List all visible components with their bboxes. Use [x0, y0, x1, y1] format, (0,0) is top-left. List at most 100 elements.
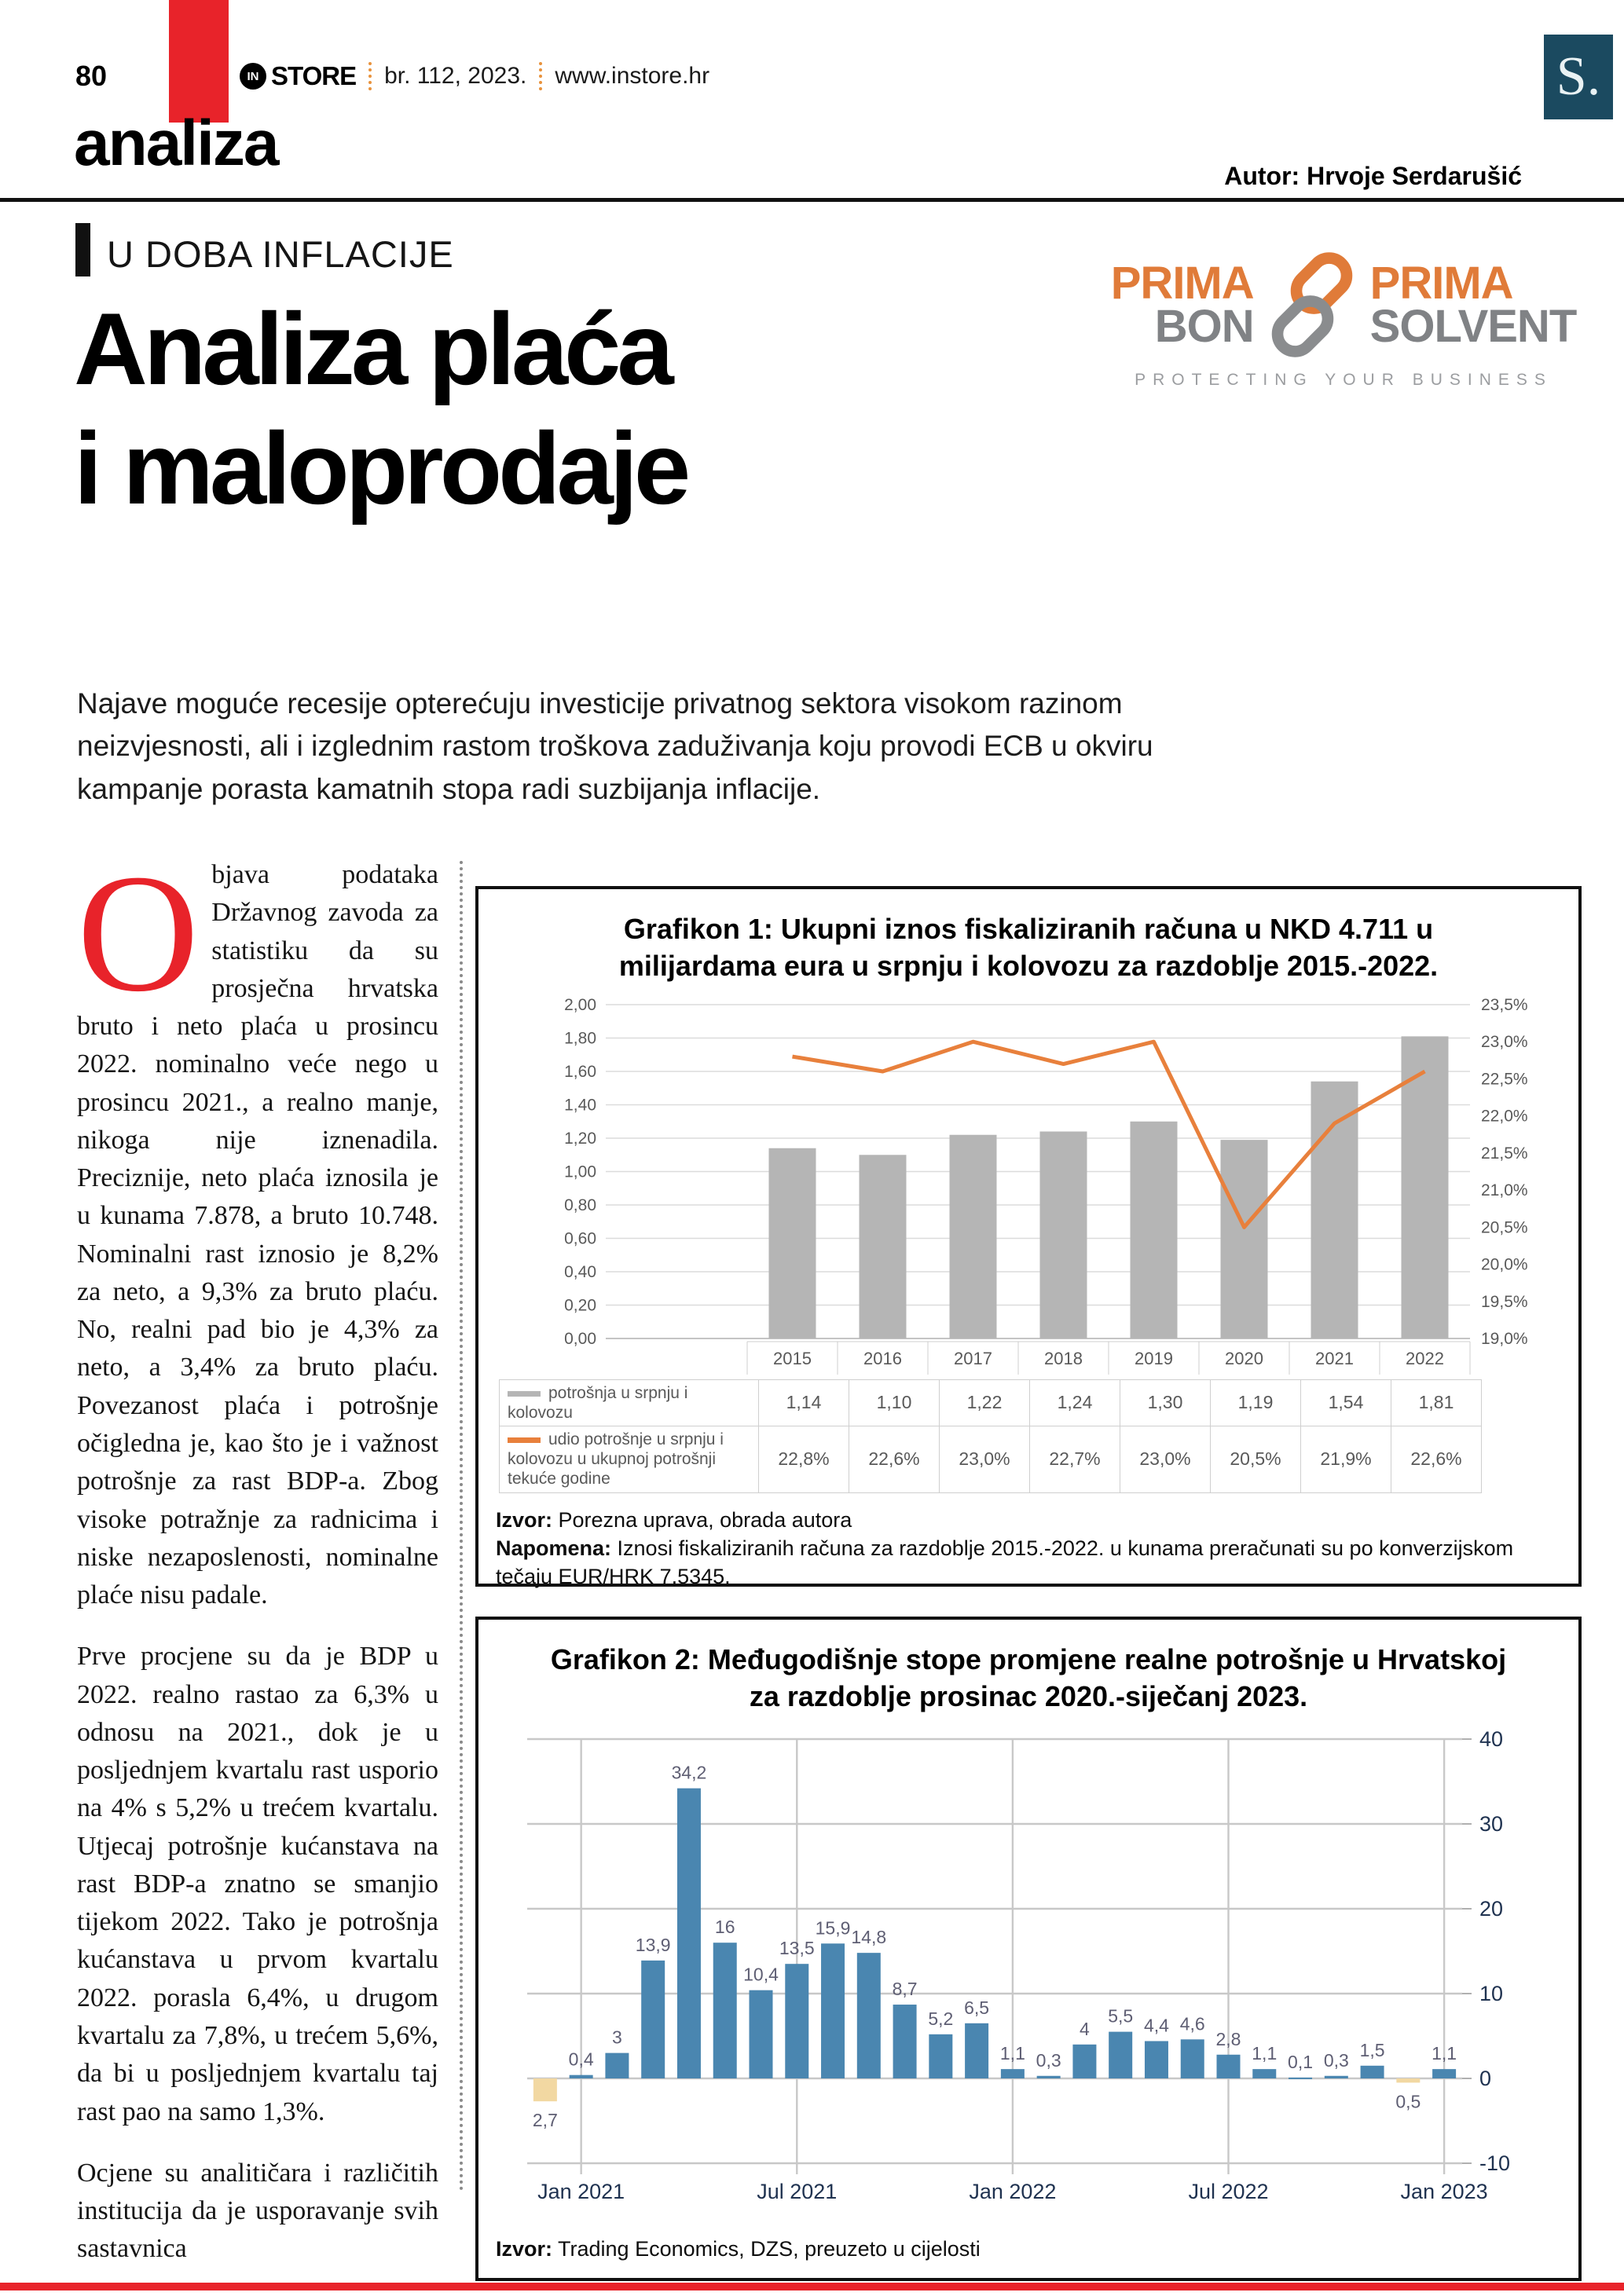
paragraph-2: Prve procjene su da je BDP u 2022. realn…: [77, 1642, 438, 2126]
svg-text:2019: 2019: [1135, 1349, 1173, 1368]
svg-text:4: 4: [1080, 2018, 1090, 2038]
chain-link-icon: [1271, 252, 1352, 357]
chart1-canvas: 2,00 1,80 1,60 1,40 1,20 1,00 0,80 0,60 0,40 0,20…: [564, 996, 1528, 1375]
svg-text:2020: 2020: [1225, 1349, 1263, 1368]
legend-value: 1,22: [939, 1379, 1030, 1426]
svg-text:0,5: 0,5: [1395, 2091, 1421, 2111]
issue-label: br. 112, 2023.: [384, 63, 527, 89]
svg-text:2015: 2015: [773, 1349, 812, 1368]
svg-text:20,5%: 20,5%: [1481, 1218, 1528, 1236]
headline-line1: Analiza plaća: [74, 291, 674, 406]
svg-text:20,0%: 20,0%: [1481, 1255, 1528, 1273]
svg-text:1,40: 1,40: [564, 1096, 596, 1114]
chart2-source-line: Izvor: Trading Economics, DZS, preuzeto …: [496, 2236, 981, 2261]
svg-text:Jul 2021: Jul 2021: [757, 2180, 837, 2203]
svg-text:13,9: 13,9: [636, 1934, 671, 1954]
page-footer-red-bar: [0, 2283, 1624, 2291]
svg-text:10: 10: [1479, 1982, 1503, 2005]
sponsor-tagline: PROTECTING YOUR BUSINESS: [1135, 371, 1553, 389]
svg-text:23,5%: 23,5%: [1481, 996, 1528, 1014]
svg-text:4,6: 4,6: [1180, 2013, 1205, 2034]
svg-text:5,2: 5,2: [928, 2008, 953, 2028]
svg-text:Jan 2022: Jan 2022: [969, 2180, 1056, 2203]
svg-text:0,4: 0,4: [569, 2049, 594, 2069]
lead-paragraph: Najave moguće recesije opterećuju invest…: [77, 687, 1153, 805]
svg-text:6,5: 6,5: [964, 1997, 989, 2017]
svg-text:Jan 2021: Jan 2021: [537, 2180, 625, 2203]
svg-text:1,80: 1,80: [564, 1029, 596, 1047]
legend-value: 21,9%: [1300, 1425, 1391, 1493]
legend-value: 22,8%: [758, 1425, 849, 1493]
svg-text:0,40: 0,40: [564, 1263, 596, 1281]
store-wordmark: STORE: [271, 61, 357, 90]
svg-text:20: 20: [1479, 1897, 1503, 1921]
svg-text:1,5: 1,5: [1360, 2039, 1385, 2060]
publisher-s-logo: S.: [1544, 35, 1613, 119]
drop-cap: O: [77, 839, 200, 1027]
kicker: U DOBA INFLACIJE: [107, 233, 454, 275]
svg-text:2,8: 2,8: [1216, 2028, 1241, 2049]
column-divider: [460, 861, 463, 2192]
svg-text:Jul 2022: Jul 2022: [1188, 2180, 1268, 2203]
chart2-canvas: 40 30 20 10 0 -10 Jan 2021 Jul 2021 Jan 2022 Jul …: [527, 1727, 1510, 2203]
svg-text:22,0%: 22,0%: [1481, 1107, 1528, 1125]
masthead-separator: [368, 62, 372, 90]
svg-text:15,9: 15,9: [816, 1917, 851, 1938]
svg-text:22,5%: 22,5%: [1481, 1070, 1528, 1088]
legend-label: potrošnja u srpnju i kolovozu: [499, 1379, 759, 1426]
svg-text:2,00: 2,00: [564, 996, 596, 1014]
in-disc-icon: IN: [240, 63, 266, 90]
paragraph-3: Ocjene su analitičara i različitih insti…: [77, 2158, 438, 2264]
legend-swatch: [508, 1390, 541, 1397]
legend-value: 1,30: [1120, 1379, 1211, 1426]
chart1-title: Grafikon 1: Ukupni iznos fiskaliziranih …: [618, 913, 1439, 982]
svg-text:0,00: 0,00: [564, 1330, 596, 1348]
masthead-red-block: [169, 0, 229, 123]
svg-text:1,1: 1,1: [1000, 2043, 1025, 2063]
chart2-title: Grafikon 2: Međugodišnje stope promjene …: [550, 1643, 1507, 1712]
svg-text:2016: 2016: [863, 1349, 902, 1368]
legend-value: 23,0%: [1120, 1425, 1211, 1493]
chart1-box: Grafikon 1: Ukupni iznos fiskaliziranih …: [475, 886, 1582, 1588]
svg-text:19,5%: 19,5%: [1481, 1292, 1528, 1310]
svg-text:0: 0: [1479, 2067, 1491, 2090]
svg-text:0,60: 0,60: [564, 1229, 596, 1247]
masthead-separator: [539, 62, 543, 90]
svg-text:2017: 2017: [954, 1349, 992, 1368]
prima-sponsor-logo: PRIMA BON PRIMA SOLVENT PROTECTING YOUR …: [1096, 250, 1591, 390]
svg-text:8,7: 8,7: [893, 1979, 918, 1999]
svg-text:Jan 2023: Jan 2023: [1401, 2180, 1488, 2203]
svg-text:21,5%: 21,5%: [1481, 1144, 1528, 1162]
svg-text:2,7: 2,7: [533, 2110, 558, 2130]
svg-text:40: 40: [1479, 1727, 1503, 1751]
svg-text:-10: -10: [1479, 2151, 1510, 2175]
chart1-legend-table: potrošnja u srpnju i kolovozu 1,14 1,10 1,2…: [488, 1379, 1569, 1493]
chart1-source-line: Izvor: Porezna uprava, obrada autora: [496, 1507, 852, 1532]
legend-value: 1,14: [758, 1379, 849, 1426]
chart1-note-line: Napomena: Iznosi fiskaliziranih računa z…: [496, 1536, 1514, 1589]
svg-text:0,20: 0,20: [564, 1296, 596, 1314]
prima-bon-wordmark: PRIMA BON: [1110, 257, 1255, 352]
author-line: Autor: Hrvoje Serdarušić: [1224, 162, 1522, 190]
svg-text:23,0%: 23,0%: [1481, 1033, 1528, 1051]
svg-text:4,4: 4,4: [1144, 2015, 1169, 2035]
svg-text:2021: 2021: [1315, 1349, 1354, 1368]
kicker-bar: [75, 223, 90, 276]
chart2-box: Grafikon 2: Međugodišnje stope promjene …: [475, 1617, 1582, 2281]
svg-text:2022: 2022: [1406, 1349, 1444, 1368]
publisher-s-letter: S.: [1556, 46, 1601, 107]
svg-text:34,2: 34,2: [672, 1762, 707, 1782]
svg-text:1,20: 1,20: [564, 1130, 596, 1148]
svg-text:3: 3: [612, 2027, 622, 2047]
article-headline: Analiza plaća i maloprodaje: [74, 289, 691, 528]
svg-text:0,80: 0,80: [564, 1196, 596, 1214]
svg-text:1,1: 1,1: [1252, 2043, 1277, 2063]
page-number: 80: [75, 60, 108, 92]
section-title: analiza: [74, 108, 279, 179]
svg-text:0,3: 0,3: [1324, 2049, 1349, 2070]
legend-value: 1,24: [1029, 1379, 1120, 1426]
svg-text:0,1: 0,1: [1288, 2052, 1313, 2072]
